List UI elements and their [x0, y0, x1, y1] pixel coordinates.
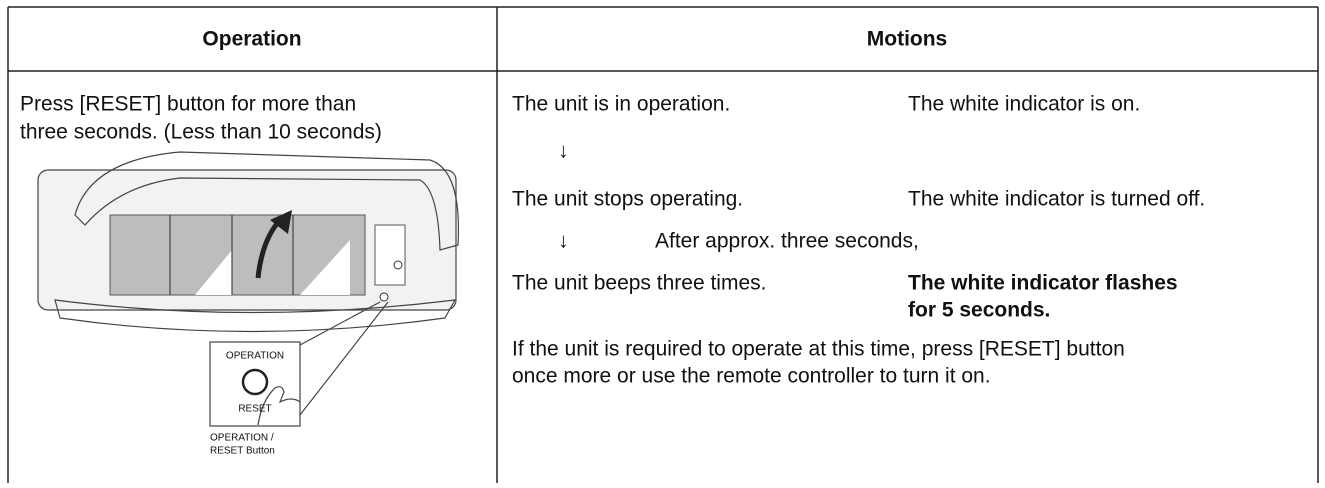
column-header: Motions — [867, 28, 947, 51]
illustration-label: OPERATION — [226, 351, 284, 362]
arrow: ↓ — [558, 140, 569, 163]
arrow: ↓ — [558, 230, 569, 253]
note: If the unit is required to operate at th… — [512, 338, 1125, 361]
indicator-state: The white indicator flashes — [908, 272, 1178, 295]
unit-state: The unit is in operation. — [512, 93, 730, 116]
unit-illustration — [37, 151, 460, 427]
note: once more or use the remote controller t… — [512, 365, 991, 388]
instruction: three seconds. (Less than 10 seconds) — [20, 121, 382, 144]
arrow-note: After approx. three seconds, — [655, 230, 919, 253]
illustration-caption: OPERATION / — [210, 433, 274, 444]
illustration-caption: RESET Button — [210, 446, 275, 457]
unit-state: The unit beeps three times. — [512, 272, 766, 295]
illustration-label: RESET — [238, 404, 271, 415]
instruction: Press [RESET] button for more than — [20, 93, 356, 116]
indicator-state: The white indicator is on. — [908, 93, 1140, 116]
unit-state: The unit stops operating. — [512, 188, 743, 211]
indicator-state: The white indicator is turned off. — [908, 188, 1205, 211]
column-header: Operation — [202, 28, 301, 51]
indicator-state: for 5 seconds. — [908, 299, 1050, 322]
